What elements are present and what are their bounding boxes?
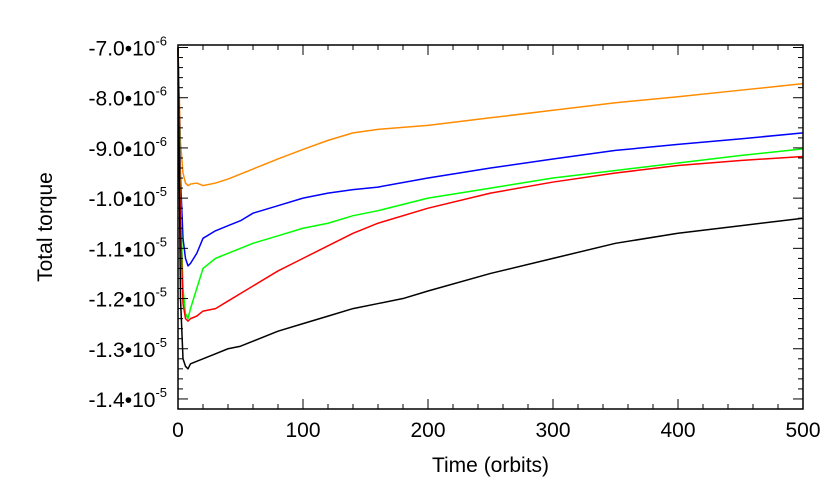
y-tick-label: -7.0•10-6 (89, 34, 167, 61)
plot-frame (177, 44, 804, 410)
labels-layer: 0 100 200 300 400 500 -7.0•10-6 -8.0•10-6 -9.0•1… (89, 34, 821, 442)
series-line-3 (177, 47, 804, 320)
y-tick-label: -8.0•10-6 (89, 84, 167, 111)
series-line-4 (177, 47, 804, 322)
x-tick-label: 100 (285, 419, 320, 442)
x-tick-label: 500 (785, 419, 820, 442)
y-tick-label: -1.1•10-5 (89, 234, 167, 261)
series-line-1 (177, 47, 804, 187)
y-tick-label: -1.3•10-5 (89, 335, 167, 362)
series-line-2 (177, 47, 804, 267)
x-tick-label: 0 (172, 419, 184, 442)
x-tick-label: 400 (660, 419, 695, 442)
x-tick-label: 200 (410, 419, 445, 442)
x-axis-title: Time (orbits) (432, 454, 549, 477)
series-layer (177, 47, 804, 370)
x-tick-label: 300 (535, 419, 570, 442)
y-tick-label: -9.0•10-6 (89, 134, 167, 161)
ticks-layer (177, 45, 804, 410)
y-axis-title: Total torque (34, 172, 57, 282)
y-tick-label: -1.0•10-5 (89, 184, 167, 211)
series-line-5 (177, 47, 804, 370)
y-tick-label: -1.4•10-5 (89, 385, 167, 412)
y-tick-label: -1.2•10-5 (89, 285, 167, 312)
